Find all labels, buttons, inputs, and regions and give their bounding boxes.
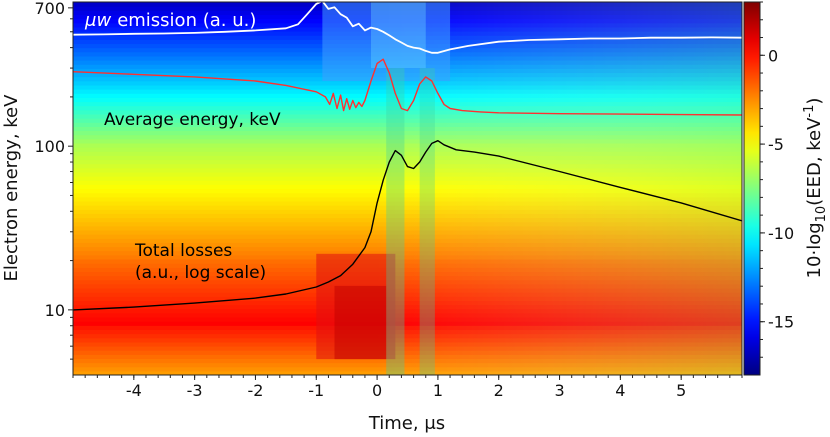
- y-tick-label: 100: [34, 137, 65, 156]
- heatmap-feature: [386, 68, 405, 375]
- annotation-total-losses: Total losses: [134, 241, 232, 261]
- x-tick-label: 2: [494, 381, 504, 400]
- x-tick-label: 3: [554, 381, 564, 400]
- y-axis-label: Electron energy, keV: [1, 94, 22, 282]
- heatmap-feature: [371, 2, 426, 69]
- colorbar-tick-label: -15: [768, 313, 794, 332]
- x-tick-label: -3: [187, 381, 203, 400]
- annotation-uw-prefix: μw: [84, 10, 111, 31]
- colorbar-axis: 0 -5 -10 -15: [760, 1, 794, 358]
- annotation-average-energy: Average energy, keV: [104, 110, 281, 130]
- plot-frame: [72, 1, 743, 376]
- annotation-total-losses-scale: (a.u., log scale): [135, 263, 266, 283]
- y-tick-label: 700: [34, 0, 65, 18]
- colorbar-label: 10·log10(EED, keV-1): [802, 98, 829, 279]
- heatmap-feature: [334, 285, 387, 360]
- series-layer: [73, 2, 742, 311]
- series-line-2: [73, 140, 742, 311]
- colorbar-tick-label: 0: [768, 46, 778, 65]
- colorbar-label-sub: 10: [814, 206, 829, 223]
- colorbar: [743, 1, 761, 376]
- annotations: μw emission (a. u.) Average energy, keV T…: [84, 10, 281, 283]
- x-axis-label: Time, μs: [368, 413, 445, 434]
- x-tick-label: 5: [676, 381, 686, 400]
- x-tick-label: -2: [247, 381, 263, 400]
- colorbar-tick-label: -5: [768, 135, 784, 154]
- x-tick-label: -1: [308, 381, 324, 400]
- x-tick-label: 0: [372, 381, 382, 400]
- x-axis: -4 -3 -2 -1 0 1 2 3 4 5: [72, 375, 743, 400]
- colorbar-label-mid: (EED, keV: [804, 117, 825, 206]
- series-line-1: [73, 58, 742, 116]
- x-tick-label: 4: [615, 381, 625, 400]
- series-line-0: [73, 2, 742, 54]
- colorbar-label-pre: 10·log: [804, 222, 825, 278]
- y-axis: 10 100 700: [34, 0, 73, 360]
- colorbar-label-sup: -1: [802, 105, 817, 118]
- heatmap-image: [73, 2, 742, 375]
- x-tick-label: 1: [433, 381, 443, 400]
- colorbar-tick-label: -10: [768, 224, 794, 243]
- annotation-uw-emission: μw emission (a. u.): [84, 10, 256, 31]
- annotation-uw-text: emission (a. u.): [117, 10, 256, 31]
- y-tick-label: 10: [45, 301, 65, 320]
- x-tick-label: -4: [126, 381, 142, 400]
- colorbar-label-post: ): [804, 98, 825, 105]
- heatmap-feature: [419, 68, 435, 375]
